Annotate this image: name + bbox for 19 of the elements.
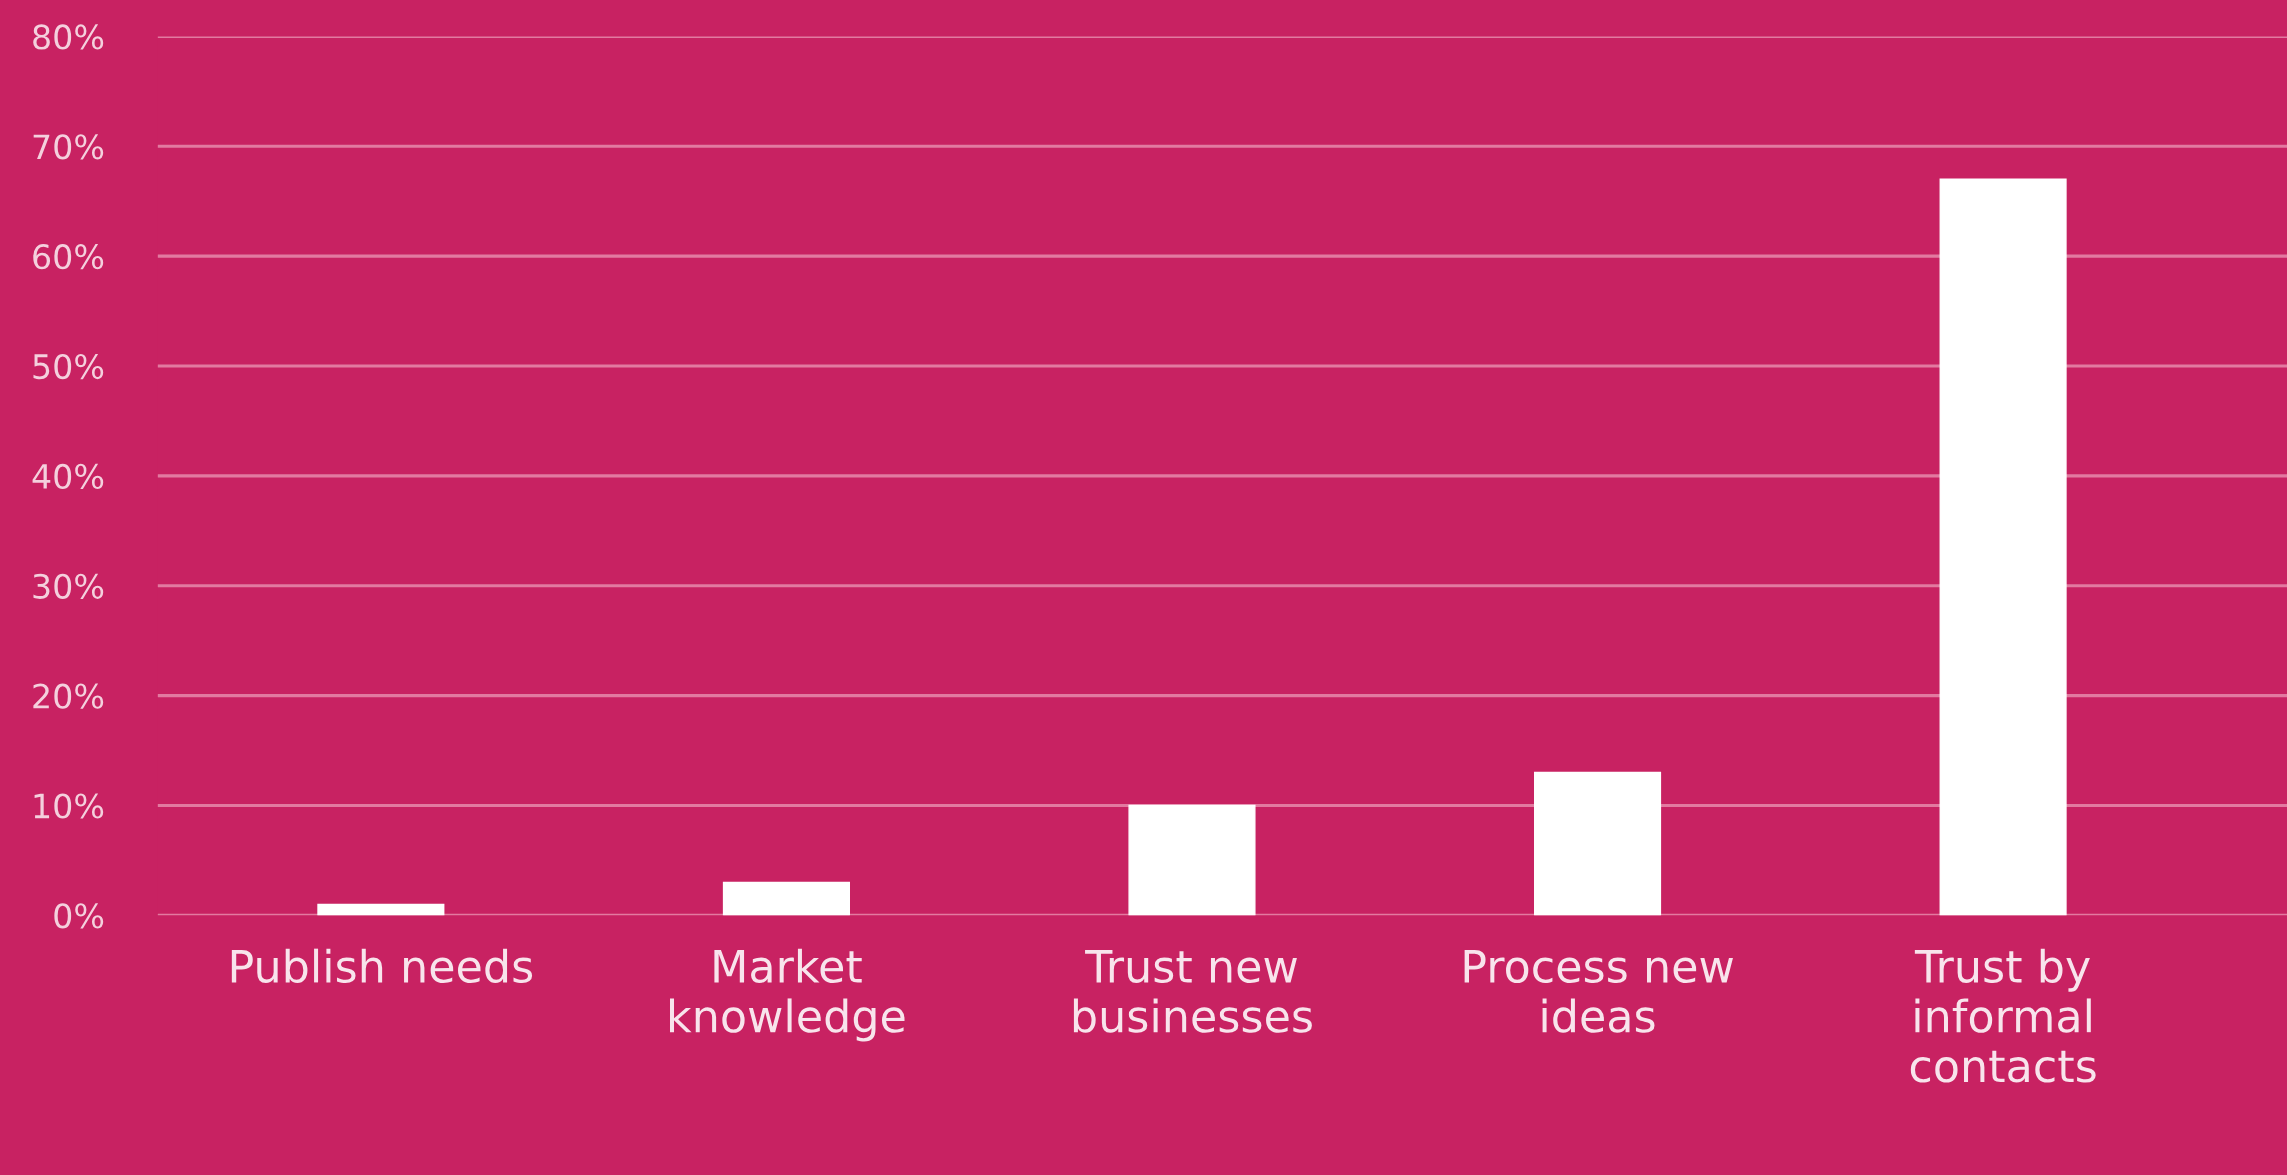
- bar: [1939, 178, 2067, 916]
- y-tick-label: 50%: [33, 353, 104, 380]
- x-tick-label: Market knowledge: [670, 948, 905, 1042]
- y-tick-label: 10%: [34, 793, 104, 819]
- bar: [1128, 804, 1256, 916]
- y-tick-label: 20%: [33, 683, 104, 709]
- x-tick-label: Trust by informal contacts: [1910, 948, 2096, 1083]
- x-tick-label: Publish needs: [231, 948, 533, 984]
- y-tick-label: 30%: [33, 573, 104, 599]
- bar: [722, 881, 850, 916]
- x-tick-label: Trust new businesses: [1073, 950, 1312, 1033]
- x-tick-label: Process new ideas: [1464, 950, 1733, 1033]
- y-tick-label: 80%: [33, 24, 104, 50]
- y-tick-label: 40%: [32, 463, 104, 490]
- y-tick-label: 0%: [54, 903, 104, 929]
- y-tick-label: 60%: [33, 244, 104, 270]
- bar: [317, 903, 445, 916]
- y-tick-label: 70%: [33, 134, 104, 160]
- bar: [1533, 771, 1662, 916]
